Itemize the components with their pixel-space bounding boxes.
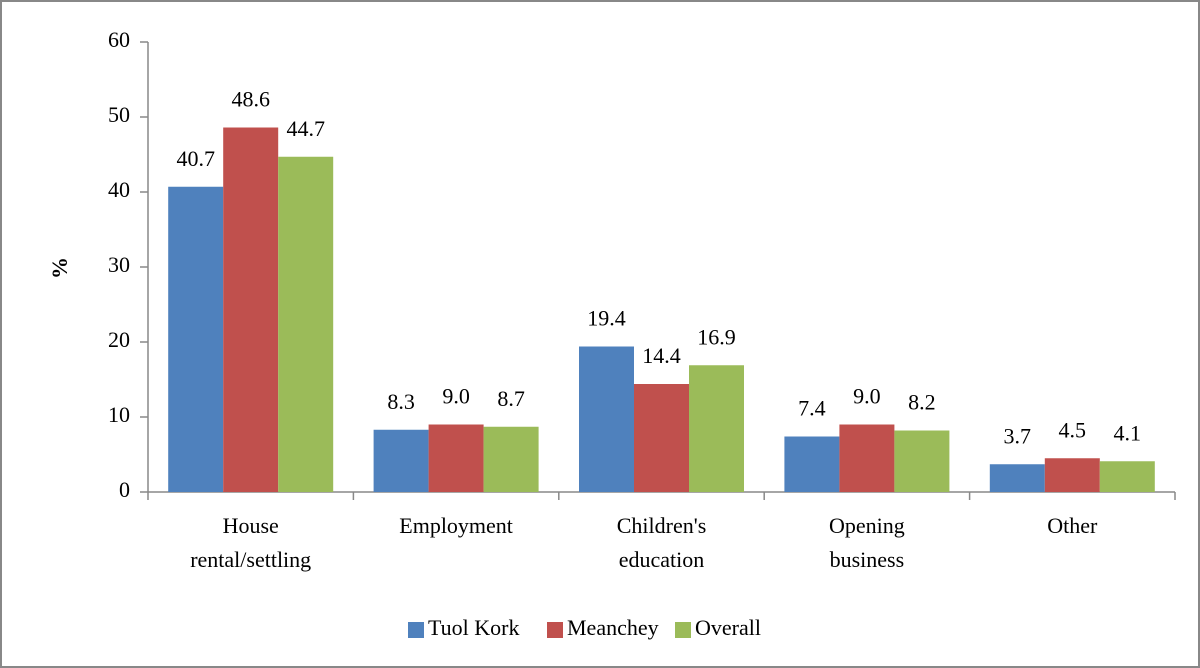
bar — [483, 426, 539, 492]
bar — [278, 156, 334, 492]
bar — [1044, 458, 1100, 492]
legend-swatch — [547, 622, 563, 638]
data-label: 8.7 — [497, 386, 525, 411]
data-label: 44.7 — [286, 116, 325, 141]
data-label: 8.3 — [387, 389, 415, 414]
bar — [1099, 461, 1155, 492]
data-label: 48.6 — [231, 87, 270, 112]
data-label: 9.0 — [442, 384, 470, 409]
y-tick-label: 60 — [108, 27, 130, 52]
data-label: 14.4 — [642, 343, 681, 368]
bar — [689, 365, 744, 492]
data-label: 19.4 — [587, 306, 626, 331]
y-axis-label: % — [47, 257, 72, 279]
data-label: 9.0 — [853, 384, 881, 409]
bar — [894, 430, 950, 492]
bar — [839, 424, 895, 492]
data-label: 4.5 — [1059, 417, 1087, 442]
bar — [223, 127, 279, 492]
bar — [579, 346, 634, 492]
bar — [168, 186, 224, 492]
bar — [428, 424, 484, 492]
bar — [784, 436, 840, 492]
y-tick-label: 0 — [119, 477, 130, 502]
data-label: 40.7 — [176, 146, 215, 171]
legend-label: Overall — [695, 615, 761, 640]
bar — [634, 384, 689, 492]
x-tick-label: Children's education — [617, 513, 707, 572]
legend-swatch — [408, 622, 424, 638]
legend-swatch — [675, 622, 691, 638]
x-tick-label: House rental/settling — [190, 513, 311, 572]
data-label: 16.9 — [697, 324, 736, 349]
data-label: 4.1 — [1114, 420, 1142, 445]
y-tick-label: 50 — [108, 102, 130, 127]
x-tick-label: Employment — [399, 513, 513, 538]
y-tick-label: 20 — [108, 327, 130, 352]
legend-label: Meanchey — [567, 615, 659, 640]
data-label: 8.2 — [908, 390, 936, 415]
x-tick-label: Other — [1047, 513, 1098, 538]
bar — [373, 429, 429, 492]
x-tick-label: Opening business — [829, 513, 905, 572]
y-tick-label: 10 — [108, 402, 130, 427]
y-tick-label: 40 — [108, 177, 130, 202]
y-tick-label: 30 — [108, 252, 130, 277]
bar — [989, 464, 1045, 492]
data-label: 3.7 — [1004, 423, 1032, 448]
data-label: 7.4 — [798, 396, 826, 421]
legend-label: Tuol Kork — [428, 615, 520, 640]
